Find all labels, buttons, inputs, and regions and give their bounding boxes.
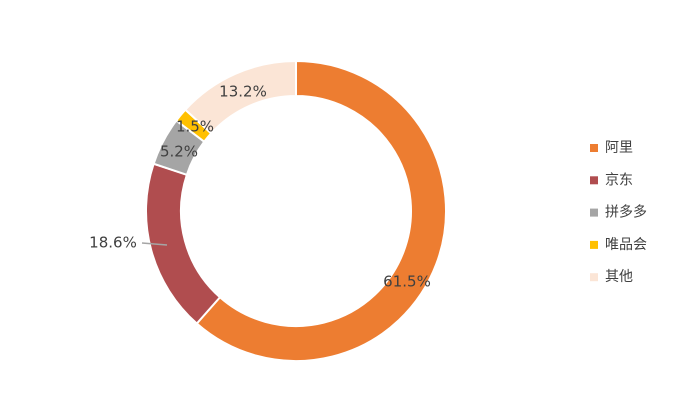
leader-line [141,242,168,246]
legend-label: 拼多多 [605,204,647,221]
legend-label: 其他 [605,269,633,285]
legend-marker [590,273,598,282]
legend-label: 阿里 [605,140,633,156]
legend-label: 京东 [605,172,633,188]
donut-slice [183,59,297,135]
data-label: 1.5% [176,118,214,136]
data-label: 18.6% [89,234,137,252]
legend-marker [590,240,598,249]
legend-label: 唯品会 [605,237,647,253]
legend-marker [590,144,598,152]
legend-marker [590,208,598,217]
legend-marker [590,176,598,185]
donut-slice [195,59,447,362]
data-label: 61.5% [383,273,431,291]
data-label: 5.2% [160,143,198,161]
data-label: 13.2% [219,83,267,101]
